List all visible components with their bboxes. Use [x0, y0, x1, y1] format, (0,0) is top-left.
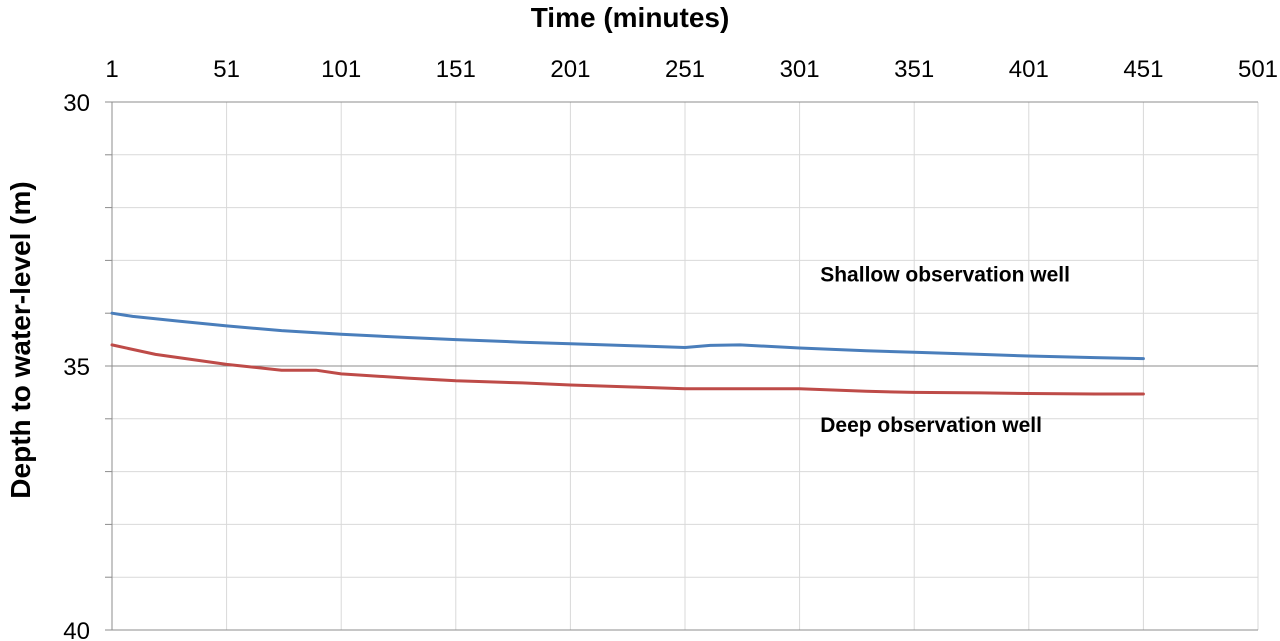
- shallow-well-label: Shallow observation well: [820, 264, 1070, 287]
- x-tick-label: 401: [1009, 56, 1049, 83]
- x-tick-label: 1: [105, 56, 118, 83]
- x-tick-label: 301: [780, 56, 820, 83]
- x-tick-label: 201: [550, 56, 590, 83]
- annotation-layer: Shallow observation well Deep observation…: [820, 264, 1070, 437]
- y-tick-label: 30: [63, 90, 90, 117]
- x-axis-title: Time (minutes): [531, 2, 730, 33]
- x-tick-label: 451: [1123, 56, 1163, 83]
- x-tick-label: 251: [665, 56, 705, 83]
- x-tick-label: 351: [894, 56, 934, 83]
- x-tick-label: 101: [321, 56, 361, 83]
- deep-well-line: [110, 343, 1145, 396]
- y-axis-title: Depth to water-level (m): [5, 181, 36, 498]
- x-tick-label: 151: [436, 56, 476, 83]
- x-tick-label: 501: [1238, 56, 1278, 83]
- deep-well-label: Deep observation well: [820, 414, 1042, 437]
- series-layer: [110, 311, 1145, 396]
- shallow-well-line: [110, 311, 1145, 361]
- x-tick-label: 51: [213, 56, 240, 83]
- y-tick-label: 40: [63, 618, 90, 641]
- y-tick-label: 35: [63, 354, 90, 381]
- grid-layer: [105, 101, 1259, 631]
- axis-layer: [111, 101, 1258, 630]
